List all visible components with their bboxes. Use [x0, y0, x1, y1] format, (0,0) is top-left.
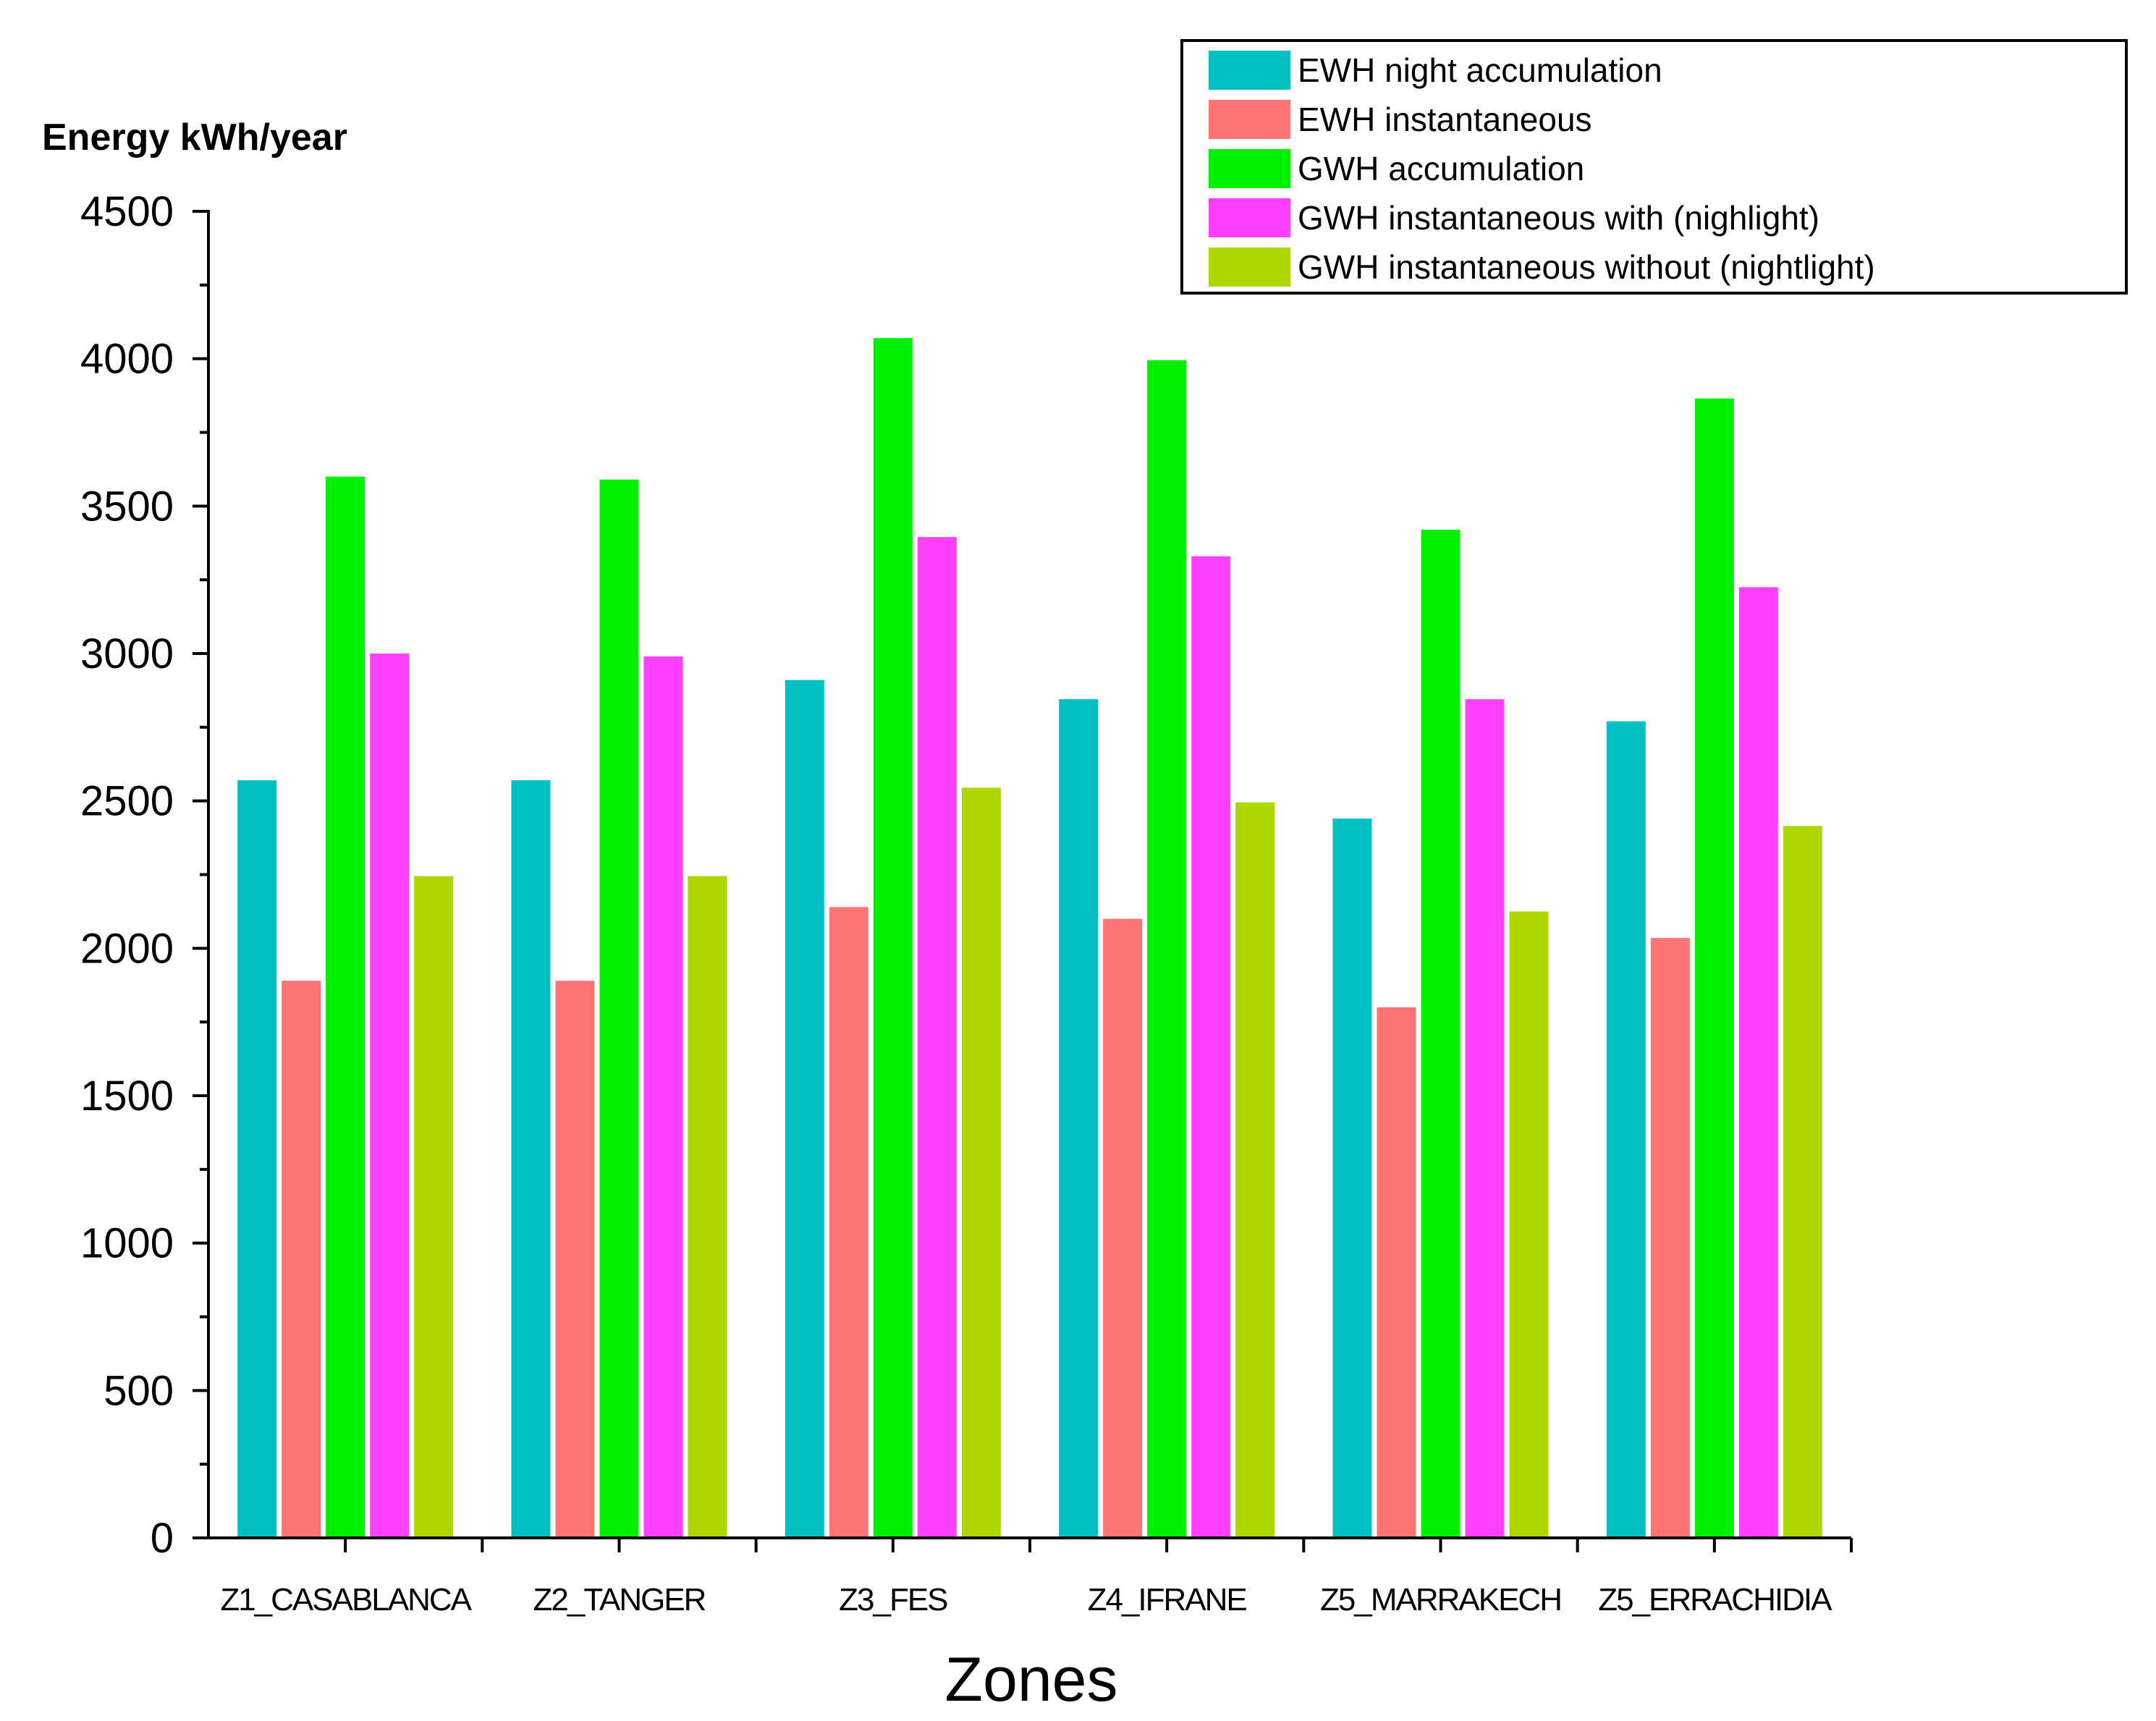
bar — [1694, 398, 1734, 1538]
y-tick-label: 2500 — [80, 778, 174, 825]
bar — [961, 787, 1001, 1538]
bar — [785, 680, 824, 1539]
y-axis-title: Energy kWh/year — [42, 117, 347, 158]
x-axis: Z1_CASABLANCA Z2_TANGER Z3_FES Z4_IFRANE Z5_… — [208, 1536, 1853, 1618]
y-tick-label: 3500 — [80, 483, 174, 530]
x-axis-title: Zones — [944, 1645, 1117, 1714]
bar — [555, 981, 595, 1538]
bar — [1606, 721, 1646, 1538]
legend-label: GWH accumulation — [1298, 150, 1584, 187]
x-tick-label: Z5_ERRACHIDIA — [1598, 1582, 1832, 1618]
y-axis: 0 500 1000 1500 2000 2500 3000 3500 4000 4500 — [80, 188, 210, 1562]
bar — [1377, 1007, 1416, 1538]
x-tick-label: Z2_TANGER — [533, 1582, 706, 1618]
bar — [282, 981, 321, 1538]
legend-label: EWH night accumulation — [1298, 51, 1662, 89]
bar — [599, 479, 639, 1538]
legend-box — [1180, 39, 2128, 295]
x-tick-label: Z4_IFRANE — [1088, 1582, 1247, 1618]
y-tick-label: 2000 — [80, 925, 174, 972]
x-tick-label: Z1_CASABLANCA — [220, 1582, 472, 1618]
x-tick-label: Z5_MARRAKECH — [1320, 1582, 1561, 1618]
legend-swatch — [1209, 100, 1290, 139]
y-tick-label: 0 — [151, 1515, 174, 1562]
bars — [237, 338, 1822, 1539]
bar — [1103, 918, 1143, 1538]
legend: EWH night accumulation EWH instantaneous G… — [1180, 39, 2128, 295]
bar — [1235, 802, 1275, 1538]
legend-label: GWH instantaneous with (nighlight) — [1298, 199, 1819, 237]
bar — [326, 476, 365, 1538]
bar — [1650, 938, 1690, 1538]
bar — [237, 780, 277, 1538]
y-tick-label: 1000 — [80, 1220, 174, 1267]
bar — [829, 907, 868, 1538]
bar — [1738, 587, 1778, 1538]
bar — [688, 876, 727, 1538]
legend-label: GWH instantaneous without (nightlight) — [1298, 248, 1875, 286]
bar — [643, 656, 683, 1539]
bar — [1147, 360, 1187, 1538]
y-tick-label: 500 — [103, 1367, 174, 1414]
y-tick-label: 3000 — [80, 630, 174, 677]
bar — [511, 780, 551, 1538]
legend-label: EWH instantaneous — [1298, 101, 1592, 138]
bar — [1509, 911, 1549, 1538]
bar — [917, 537, 957, 1539]
y-tick-label: 4500 — [80, 188, 174, 235]
bar — [1332, 819, 1372, 1538]
legend-swatch — [1209, 248, 1290, 287]
x-tick-label: Z3_FES — [839, 1582, 947, 1618]
legend-swatch — [1209, 198, 1290, 237]
y-tick-label: 4000 — [80, 336, 174, 383]
y-tick-label: 1500 — [80, 1073, 174, 1120]
bar — [1059, 699, 1099, 1538]
bar — [873, 338, 913, 1538]
bar — [1783, 826, 1822, 1538]
legend-swatch — [1209, 51, 1290, 90]
bar — [414, 876, 454, 1538]
legend-swatch — [1209, 149, 1290, 188]
bar — [1421, 529, 1460, 1539]
bar — [1191, 556, 1231, 1538]
bar — [370, 654, 410, 1538]
bar — [1465, 699, 1505, 1538]
